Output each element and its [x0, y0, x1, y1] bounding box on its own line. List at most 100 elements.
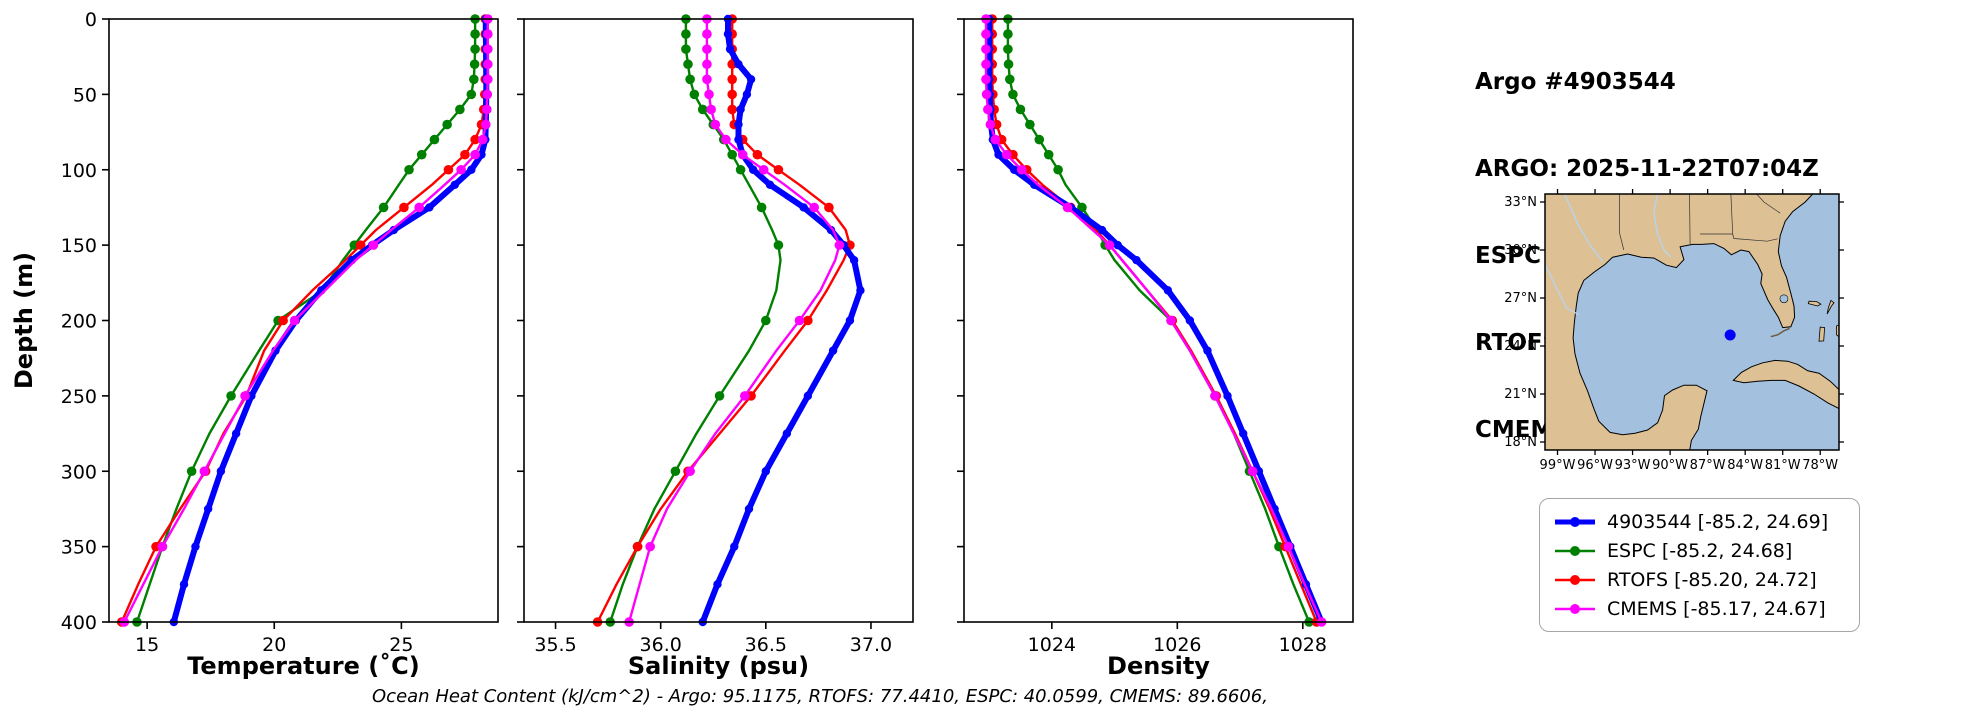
ESPC-salinity-point [689, 89, 700, 100]
4903544-salinity-point [725, 44, 735, 54]
argo-legend-swatch [1555, 516, 1595, 527]
4903544-salinity-line [699, 16, 864, 625]
temperature-tick-label: 20 [262, 634, 286, 656]
cmems-legend-swatch [1555, 603, 1595, 614]
CMEMS-temperature-point [199, 466, 210, 477]
ESPC-temperature-point [469, 74, 479, 85]
RTOFS-salinity-point [727, 104, 737, 115]
salinity-tick-label: 36.5 [745, 634, 787, 656]
4903544-salinity-point [765, 180, 775, 190]
ESPC-density-point [1003, 29, 1013, 39]
salinity-axis-title: Salinity (psu) [628, 652, 809, 680]
CMEMS-temperature-point [483, 44, 493, 54]
ESPC-salinity-point [697, 104, 708, 115]
4903544-temperature-point [467, 165, 476, 174]
4903544-salinity-point [734, 120, 743, 129]
depth-axis-label: Depth (m) [10, 252, 38, 389]
CMEMS-salinity-point [710, 119, 721, 130]
map-lat-label: 33°N [1504, 195, 1537, 210]
CMEMS-density-point [981, 29, 991, 39]
4903544-density-line [986, 16, 1325, 625]
4903544-density-point [1009, 165, 1019, 174]
4903544-salinity-point [746, 75, 756, 84]
map-lon-label: 90°W [1652, 458, 1688, 473]
legend-item-espc: ESPC [-85.2, 24.68] [1552, 536, 1847, 565]
CMEMS-salinity-point [704, 89, 714, 100]
legend-item-cmems: CMEMS [-85.17, 24.67] [1552, 594, 1847, 623]
island [1826, 299, 1835, 315]
RTOFS-temperature-point [355, 240, 366, 250]
4903544-salinity-point [744, 504, 754, 514]
ESPC-temperature-line [135, 17, 477, 624]
state-border [1732, 233, 1778, 242]
river [1563, 194, 1604, 262]
map-lon-label: 81°W [1765, 458, 1801, 473]
RTOFS-salinity-point [752, 149, 763, 160]
depth-tick-label: 150 [61, 235, 97, 257]
ESPC-salinity-point [727, 149, 737, 160]
island [1807, 300, 1822, 307]
salinity-panel: 35.5 36.0 36.5 37.0 Salinity (psu) [517, 14, 914, 680]
CMEMS-salinity-point [758, 164, 769, 175]
density-tick-label: 1028 [1279, 634, 1327, 656]
CMEMS-temperature-point [483, 59, 493, 70]
ESPC-salinity-point [685, 74, 695, 85]
ESPC-salinity-point [681, 29, 691, 39]
4903544-density-point [1203, 346, 1212, 355]
4903544-salinity-point [845, 316, 855, 325]
espc-legend-swatch [1555, 545, 1595, 556]
CMEMS-density-point [1016, 164, 1027, 175]
ESPC-density-point [1077, 202, 1087, 213]
4903544-salinity-point [713, 580, 722, 589]
CMEMS-density-point [1283, 541, 1294, 552]
CMEMS-salinity-point [706, 104, 716, 115]
ESPC-density-point [1015, 104, 1026, 115]
4903544-temperature-point [231, 429, 241, 438]
river [1653, 194, 1672, 258]
CMEMS-temperature-point [483, 74, 493, 85]
CMEMS-temperature-point [477, 134, 488, 145]
CMEMS-density-point [1104, 240, 1115, 250]
CMEMS-density-point [981, 89, 992, 100]
CMEMS-temperature-point [456, 164, 466, 175]
4903544-temperature-point [216, 467, 226, 476]
depth-tick-label: 100 [61, 160, 97, 182]
depth-tick-label: 0 [85, 9, 97, 31]
density-axis-title: Density [1107, 652, 1210, 680]
RTOFS-temperature-point [460, 149, 470, 160]
CMEMS-temperature-point [240, 391, 250, 401]
ESPC-temperature-point [442, 119, 452, 130]
cuba-coastline [1732, 359, 1839, 410]
legend-label-cmems: CMEMS [-85.17, 24.67] [1607, 597, 1826, 620]
4903544-temperature-point [389, 225, 398, 235]
4903544-density-point [1223, 391, 1232, 401]
ESPC-salinity-point [670, 466, 681, 477]
CMEMS-salinity-point [809, 202, 819, 213]
RTOFS-temperature-line [120, 17, 487, 624]
state-border [1689, 194, 1691, 245]
profile-charts: 15 20 25050100150200250300350400Temperatur… [10, 9, 1354, 680]
float-title: Argo #4903544 [1475, 69, 1676, 95]
temperature-tick-label: 25 [389, 634, 413, 656]
CMEMS-density-point [1001, 149, 1012, 160]
RTOFS-temperature-point [278, 315, 288, 326]
location-map: 33°N 30°N 27°N 24°N 21°N 18°N99°W 96°W 93°W 90°W… [1504, 189, 1844, 473]
density-tick-label: 1024 [1028, 634, 1076, 656]
RTOFS-temperature-point [443, 164, 454, 175]
depth-tick-label: 300 [61, 461, 97, 483]
CMEMS-density-point [981, 44, 991, 54]
ESPC-density-point [1008, 89, 1018, 100]
CMEMS-temperature-point [157, 541, 168, 552]
salinity-frame [523, 18, 914, 623]
river [1545, 262, 1580, 316]
legend: 4903544 [-85.2, 24.69] ESPC [-85.2, 24.6… [1539, 498, 1860, 632]
CMEMS-salinity-point [721, 134, 731, 145]
RTOFS-salinity-point [727, 89, 737, 100]
ESPC-density-point [1053, 164, 1063, 175]
ESPC-density-point [1034, 134, 1045, 145]
ESPC-salinity-point [735, 164, 746, 175]
rtofs-legend-dot [1570, 574, 1580, 585]
4903544-salinity-point [723, 29, 733, 39]
4903544-salinity-point [748, 165, 758, 174]
state-border [1619, 194, 1625, 251]
